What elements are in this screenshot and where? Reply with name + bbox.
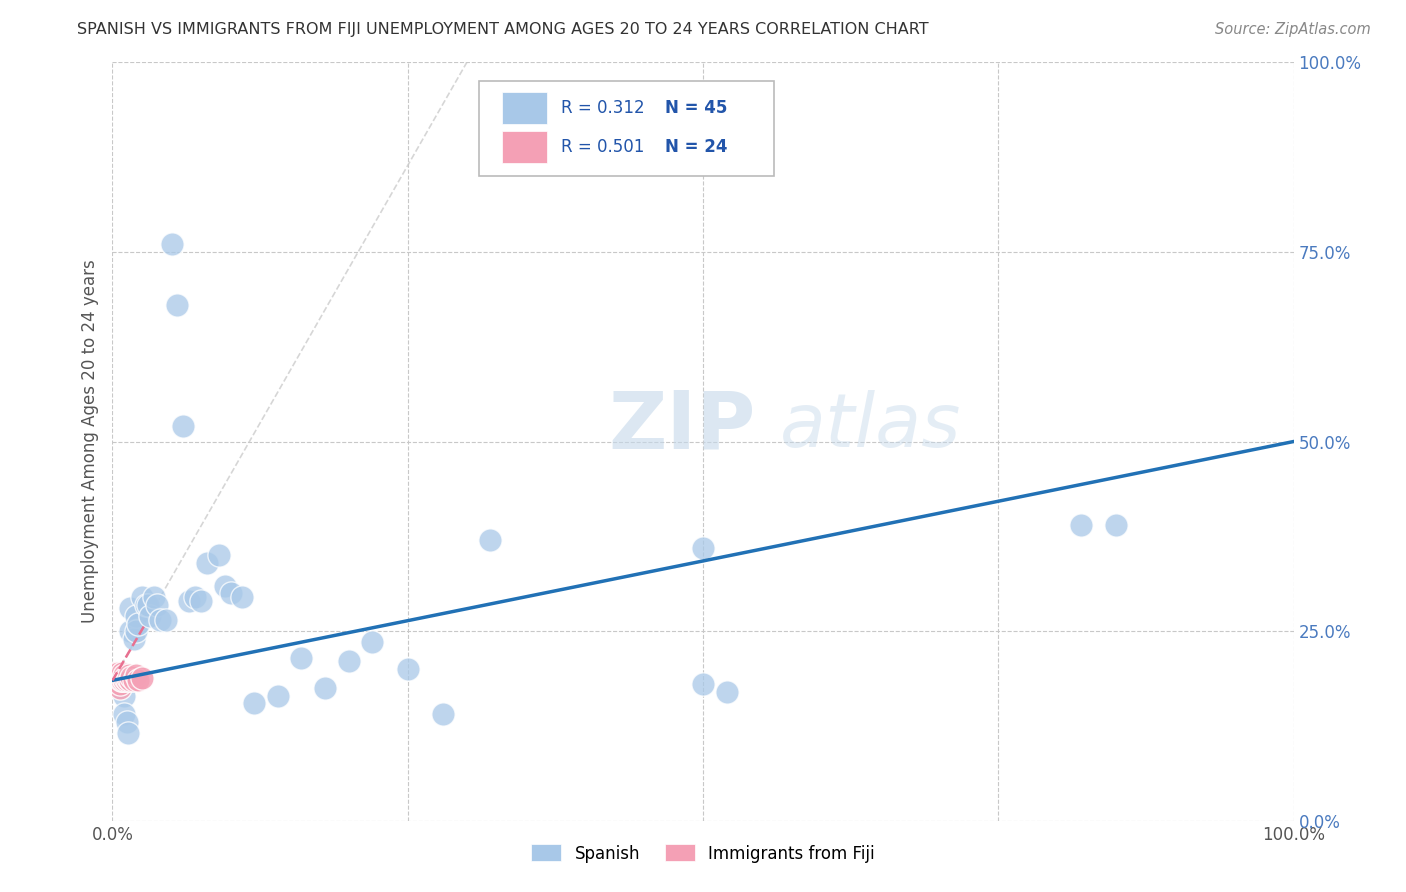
Point bbox=[267, 689, 290, 703]
Point bbox=[214, 579, 236, 593]
Point bbox=[131, 590, 153, 604]
Bar bbox=[502, 131, 547, 163]
Point bbox=[208, 548, 231, 563]
Point bbox=[107, 665, 129, 680]
Point bbox=[361, 635, 384, 649]
Text: R = 0.501: R = 0.501 bbox=[561, 138, 644, 156]
Point bbox=[122, 632, 145, 646]
Point bbox=[114, 671, 136, 685]
Point bbox=[104, 665, 127, 680]
Point bbox=[107, 673, 129, 688]
Point bbox=[120, 669, 142, 683]
Text: Source: ZipAtlas.com: Source: ZipAtlas.com bbox=[1215, 22, 1371, 37]
Point bbox=[125, 624, 148, 639]
Text: N = 24: N = 24 bbox=[665, 138, 728, 156]
Point bbox=[290, 650, 312, 665]
Point bbox=[115, 715, 138, 730]
Bar bbox=[502, 92, 547, 124]
Point bbox=[107, 673, 129, 688]
Point bbox=[115, 673, 138, 688]
Legend: Spanish, Immigrants from Fiji: Spanish, Immigrants from Fiji bbox=[524, 838, 882, 869]
Y-axis label: Unemployment Among Ages 20 to 24 years: Unemployment Among Ages 20 to 24 years bbox=[80, 260, 98, 624]
Point bbox=[125, 668, 148, 682]
Point bbox=[105, 673, 128, 688]
Point bbox=[135, 598, 157, 612]
Text: atlas: atlas bbox=[780, 391, 962, 462]
Point bbox=[1105, 517, 1128, 532]
Point bbox=[120, 601, 142, 615]
Point bbox=[160, 237, 183, 252]
Point bbox=[127, 616, 149, 631]
Point bbox=[219, 586, 242, 600]
Point bbox=[190, 594, 212, 608]
Point bbox=[120, 624, 142, 639]
Point bbox=[243, 696, 266, 710]
Point bbox=[112, 673, 135, 688]
Point bbox=[716, 685, 738, 699]
Point bbox=[117, 726, 139, 740]
Point bbox=[432, 707, 454, 722]
Point bbox=[396, 662, 419, 676]
Point bbox=[172, 419, 194, 434]
FancyBboxPatch shape bbox=[478, 81, 773, 177]
Point bbox=[108, 681, 131, 695]
Point bbox=[112, 668, 135, 682]
Point bbox=[110, 669, 132, 683]
Point bbox=[195, 556, 218, 570]
Point bbox=[111, 673, 134, 688]
Point bbox=[110, 673, 132, 688]
Point bbox=[139, 608, 162, 623]
Point bbox=[179, 594, 201, 608]
Point bbox=[112, 689, 135, 703]
Point bbox=[337, 655, 360, 669]
Point bbox=[231, 590, 253, 604]
Text: N = 45: N = 45 bbox=[665, 99, 727, 117]
Point bbox=[111, 665, 134, 680]
Point bbox=[127, 673, 149, 687]
Point bbox=[692, 541, 714, 555]
Point bbox=[105, 669, 128, 683]
Point bbox=[117, 671, 139, 685]
Point bbox=[125, 608, 148, 623]
Point bbox=[155, 613, 177, 627]
Point bbox=[131, 671, 153, 685]
Point bbox=[149, 613, 172, 627]
Point bbox=[122, 673, 145, 688]
Text: ZIP: ZIP bbox=[609, 387, 756, 466]
Point bbox=[314, 681, 336, 695]
Text: R = 0.312: R = 0.312 bbox=[561, 99, 645, 117]
Point bbox=[142, 590, 165, 604]
Point bbox=[136, 598, 159, 612]
Point bbox=[118, 668, 141, 682]
Point bbox=[146, 598, 169, 612]
Point bbox=[112, 707, 135, 722]
Point bbox=[1070, 517, 1092, 532]
Point bbox=[111, 673, 134, 688]
Point bbox=[692, 677, 714, 691]
Point bbox=[108, 677, 131, 691]
Point bbox=[112, 671, 135, 685]
Point bbox=[479, 533, 502, 548]
Text: SPANISH VS IMMIGRANTS FROM FIJI UNEMPLOYMENT AMONG AGES 20 TO 24 YEARS CORRELATI: SPANISH VS IMMIGRANTS FROM FIJI UNEMPLOY… bbox=[77, 22, 929, 37]
Point bbox=[184, 590, 207, 604]
Point bbox=[120, 673, 142, 688]
Point bbox=[166, 298, 188, 312]
